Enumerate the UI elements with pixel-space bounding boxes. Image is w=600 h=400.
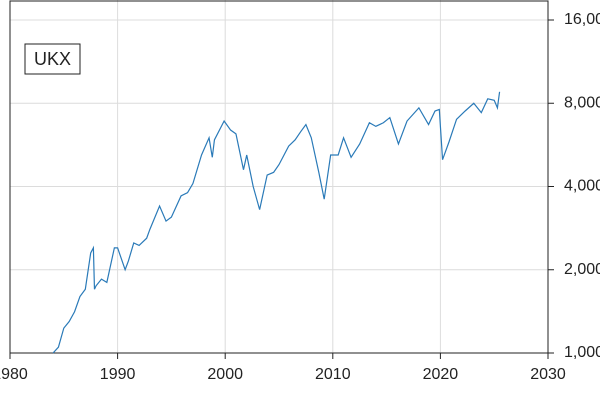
- x-tick-label: 1990: [100, 366, 136, 383]
- y-tick-label: 8,000: [564, 94, 600, 111]
- x-tick-label: 1980: [0, 366, 28, 383]
- x-tick-label: 2010: [315, 366, 351, 383]
- data-line: [52, 91, 501, 354]
- y-tick-label: 2,000: [564, 261, 600, 278]
- x-tick-label: 2030: [530, 366, 566, 383]
- y-tick-label: 1,000: [564, 344, 600, 361]
- y-tick-label: 4,000: [564, 178, 600, 195]
- x-tick-label: 2000: [207, 366, 243, 383]
- y-tick-label: 16,000: [564, 11, 600, 28]
- x-tick-label: 2020: [423, 366, 459, 383]
- chart-title: UKX: [34, 49, 71, 69]
- plot-frame: [9, 0, 549, 354]
- title-box: [24, 43, 81, 75]
